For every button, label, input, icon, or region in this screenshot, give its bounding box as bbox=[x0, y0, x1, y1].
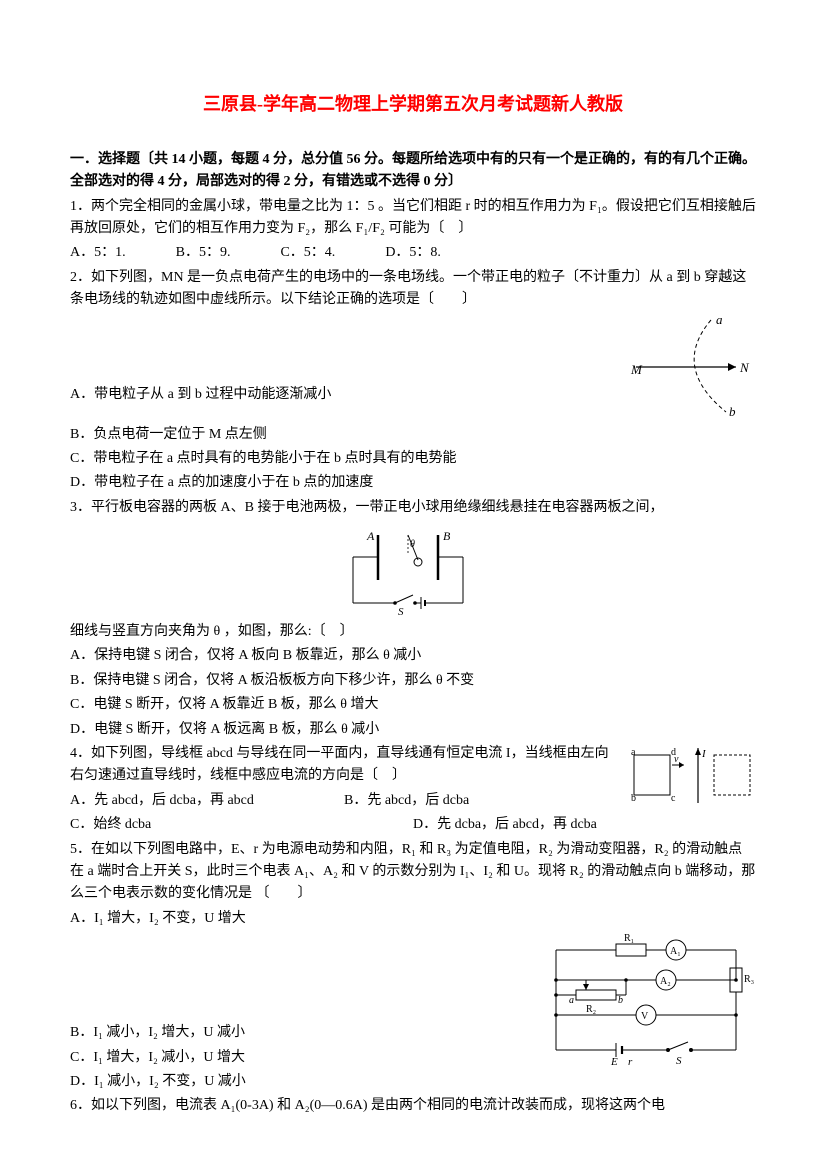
label-R2: R₂ bbox=[586, 1004, 596, 1015]
question-4: a b c d v I 4．如下列图，导线框 abcd 与导线在同一平面内，直导… bbox=[70, 743, 756, 837]
q4-opt-c: C．始终 dcba bbox=[70, 814, 413, 836]
label-a: a bbox=[716, 312, 723, 327]
label-a5: a bbox=[569, 995, 574, 1006]
q2-opt-b: B．负点电荷一定位于 M 点左侧 bbox=[70, 424, 756, 446]
q2-figure: M N a b bbox=[616, 312, 756, 422]
q5-opt-d: D．I₁ 减小，I₂ 不变，U 减小 bbox=[70, 1071, 756, 1093]
q1-text: 1．两个完全相同的金属小球，带电量之比为 1：5 。当它们相距 r 时的相互作用… bbox=[70, 196, 756, 241]
label-b5: b bbox=[618, 995, 623, 1006]
section-1-header: 一．选择题〔共 14 小题，每题 4 分，总分值 56 分。每题所给选项中有的只… bbox=[70, 149, 756, 194]
q1-opt-c: C．5：4. bbox=[280, 242, 335, 264]
page-title: 三原县-学年高二物理上学期第五次月考试题新人教版 bbox=[70, 90, 756, 119]
question-5: 5．在如以下列图电路中，E、r 为电源电动势和内阻，R₁ 和 R₃ 为定值电阻，… bbox=[70, 839, 756, 1094]
q2-opt-d: D．带电粒子在 a 点的加速度小于在 b 点的加速度 bbox=[70, 472, 756, 494]
q3-text2: 细线与竖直方向夹角为 θ ，如图，那么:〔 〕 bbox=[70, 621, 756, 643]
q4-opt-b: B．先 abcd，后 dcba bbox=[344, 790, 618, 812]
label-B: B bbox=[443, 529, 451, 543]
question-3: 3．平行板电容器的两板 A、B 接于电池两极，一带正电小球用绝缘细线悬挂在电容器… bbox=[70, 497, 756, 741]
label-S: S bbox=[398, 606, 404, 615]
label-N: N bbox=[739, 360, 750, 375]
label-R3: R₃ bbox=[744, 974, 754, 985]
label-a4: a bbox=[631, 747, 636, 758]
loop-wire-diagram-icon: a b c d v I bbox=[626, 743, 756, 808]
q3-opt-c: C．电键 S 断开，仅将 A 板靠近 B 板，那么 θ 增大 bbox=[70, 694, 756, 716]
q2-text: 2．如下列图，MN 是一负点电荷产生的电场中的一条电场线。一个带正电的粒子〔不计… bbox=[70, 267, 756, 312]
q1-opt-a: A．5：1. bbox=[70, 242, 126, 264]
circuit-diagram-icon: R₁ A₁ R₃ A₂ a b R₂ bbox=[536, 930, 756, 1070]
question-2: 2．如下列图，MN 是一负点电荷产生的电场中的一条电场线。一个带正电的粒子〔不计… bbox=[70, 267, 756, 495]
field-line-diagram-icon: M N a b bbox=[616, 312, 756, 422]
q6-text: 6．如以下列图，电流表 A₁(0-3A) 和 A₂(0—0.6A) 是由两个相同… bbox=[70, 1095, 756, 1117]
q4-opt-d: D．先 dcba，后 abcd，再 dcba bbox=[413, 814, 756, 836]
label-E: E bbox=[610, 1056, 618, 1068]
label-b4: b bbox=[631, 793, 636, 804]
q5-figure: R₁ A₁ R₃ A₂ a b R₂ bbox=[536, 930, 756, 1070]
label-S5: S bbox=[676, 1055, 682, 1067]
q3-text1: 3．平行板电容器的两板 A、B 接于电池两极，一带正电小球用绝缘细线悬挂在电容器… bbox=[70, 497, 756, 519]
capacitor-diagram-icon: A B θ S bbox=[333, 525, 493, 615]
q5-opt-a: A．I₁ 增大，I₂ 不变，U 增大 bbox=[70, 908, 756, 930]
q1-opt-b: B．5：9. bbox=[176, 242, 231, 264]
question-1: 1．两个完全相同的金属小球，带电量之比为 1：5 。当它们相距 r 时的相互作用… bbox=[70, 196, 756, 265]
q3-opt-a: A．保持电键 S 闭合，仅将 A 板向 B 板靠近，那么 θ 减小 bbox=[70, 645, 756, 667]
label-b: b bbox=[729, 404, 736, 419]
q4-options-row1: A．先 abcd，后 dcba，再 abcd B．先 abcd，后 dcba bbox=[70, 790, 618, 812]
q1-options: A．5：1. B．5：9. C．5：4. D．5：8. bbox=[70, 242, 756, 264]
label-M: M bbox=[630, 362, 643, 377]
q4-options-row2: C．始终 dcba D．先 dcba，后 abcd，再 dcba bbox=[70, 814, 756, 836]
label-R1: R₁ bbox=[624, 933, 634, 944]
q5-text: 5．在如以下列图电路中，E、r 为电源电动势和内阻，R₁ 和 R₃ 为定值电阻，… bbox=[70, 839, 756, 906]
label-A1: A₁ bbox=[670, 946, 681, 957]
label-V: V bbox=[641, 1011, 649, 1022]
q1-opt-d: D．5：8. bbox=[385, 242, 441, 264]
q2-opt-c: C．带电粒子在 a 点时具有的电势能小于在 b 点时具有的电势能 bbox=[70, 448, 756, 470]
label-theta: θ bbox=[410, 539, 415, 550]
label-c4: c bbox=[671, 793, 676, 804]
question-6: 6．如以下列图，电流表 A₁(0-3A) 和 A₂(0—0.6A) 是由两个相同… bbox=[70, 1095, 756, 1117]
q4-opt-a: A．先 abcd，后 dcba，再 abcd bbox=[70, 790, 344, 812]
q4-figure: a b c d v I bbox=[626, 743, 756, 808]
q3-opt-d: D．电键 S 断开，仅将 A 板远离 B 板，那么 θ 减小 bbox=[70, 719, 756, 741]
label-v: v bbox=[674, 754, 679, 765]
label-A2: A₂ bbox=[660, 976, 671, 987]
label-A: A bbox=[366, 529, 375, 543]
label-r: r bbox=[628, 1056, 633, 1068]
q3-opt-b: B．保持电键 S 闭合，仅将 A 板沿板板方向下移少许，那么 θ 不变 bbox=[70, 670, 756, 692]
label-I: I bbox=[701, 748, 707, 760]
